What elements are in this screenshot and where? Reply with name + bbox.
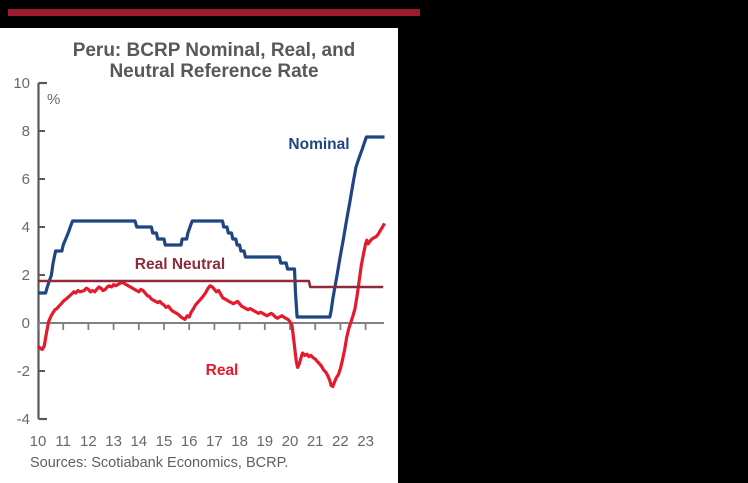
y-axis-unit-label: % bbox=[47, 91, 61, 108]
sources-note: Sources: Scotiabank Economics, BCRP. bbox=[30, 455, 289, 471]
chart-title-line2: Neutral Reference Rate bbox=[109, 61, 319, 82]
real-neutral-series-label: Real Neutral bbox=[134, 256, 226, 273]
chart-title-line1: Peru: BCRP Nominal, Real, and bbox=[72, 40, 356, 61]
top-accent-bar bbox=[8, 9, 420, 16]
nominal-series-label: Nominal bbox=[288, 136, 350, 153]
real-series-label: Real bbox=[205, 362, 239, 379]
chart-title: Peru: BCRP Nominal, Real, and Neutral Re… bbox=[30, 40, 398, 82]
